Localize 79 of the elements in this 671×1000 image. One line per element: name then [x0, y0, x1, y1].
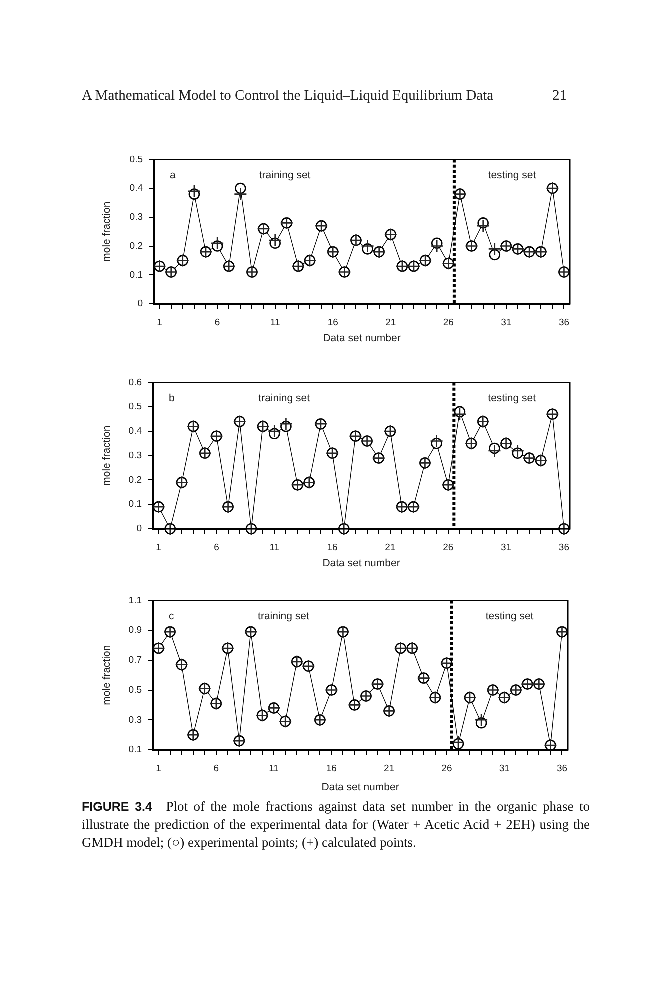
y-tick-label: 0.9 — [128, 625, 142, 636]
x-tick-label: 6 — [214, 317, 220, 328]
point — [430, 240, 444, 253]
x-tick-label: 16 — [328, 317, 338, 328]
x-tick-label: 31 — [501, 542, 512, 553]
y-tick-label: 0.2 — [130, 240, 143, 252]
x-tick-label: 11 — [270, 317, 280, 328]
y-axis-title: mole fraction — [101, 645, 114, 706]
x-tick-label: 1 — [157, 317, 162, 328]
annotation: training set — [258, 392, 310, 404]
y-tick-label: 0.7 — [128, 655, 142, 666]
point — [476, 219, 490, 233]
x-tick-label: 6 — [214, 542, 220, 553]
caption: FIGURE 3.4 — [82, 800, 152, 814]
y-tick-label: 0 — [136, 523, 142, 534]
x-tick-label: 11 — [270, 542, 280, 553]
annotation: training set — [259, 170, 311, 182]
y-axis-title: mole fraction — [101, 202, 114, 262]
y-tick-label: 0.1 — [128, 744, 142, 756]
y-tick-label: 0.3 — [128, 714, 142, 726]
y-axis-title: mole fraction — [101, 425, 114, 486]
point — [430, 434, 444, 448]
annotation: training set — [258, 610, 310, 623]
x-tick-label: 36 — [558, 317, 570, 328]
y-tick-label: 0.3 — [128, 450, 142, 461]
text: a — [170, 170, 176, 182]
point — [234, 188, 248, 201]
x-axis-title: Data set number — [323, 332, 402, 345]
x-tick-label: 21 — [386, 317, 396, 328]
y-tick-label: 1.1 — [128, 595, 142, 606]
x-tick-label: 31 — [499, 763, 510, 774]
x-axis-title: Data set number — [322, 557, 401, 570]
point — [474, 713, 488, 727]
text: 21 — [552, 88, 567, 105]
y-tick-label: 0.3 — [130, 212, 143, 224]
x-tick-label: 11 — [269, 763, 279, 774]
text: b — [169, 392, 175, 404]
y-tick-label: 0.1 — [130, 270, 143, 281]
point — [511, 444, 525, 458]
point — [452, 736, 466, 750]
annotation: testing set — [488, 392, 536, 404]
point — [453, 407, 467, 421]
x-tick-label: 26 — [443, 542, 454, 553]
x-tick-label: 1 — [156, 763, 162, 774]
y-tick-label: 0.4 — [128, 426, 142, 437]
x-tick-label: 26 — [443, 317, 454, 328]
x-tick-label: 16 — [326, 763, 337, 774]
annotation: testing set — [486, 610, 534, 623]
point — [210, 236, 224, 250]
x-tick-label: 21 — [384, 763, 395, 774]
x-tick-label: 16 — [327, 542, 338, 553]
point — [235, 182, 246, 194]
y-tick-label: 0 — [138, 298, 143, 310]
y-tick-label: 0.1 — [128, 498, 142, 510]
y-tick-label: 0.5 — [128, 401, 142, 412]
text: A Mathematical Model to Control the Liquid–Liquid Equilibrium Data — [82, 88, 494, 105]
x-tick-label: 36 — [556, 763, 568, 774]
y-tick-label: 0.6 — [128, 376, 142, 388]
annotation: testing set — [488, 170, 536, 182]
point — [488, 242, 502, 256]
y-tick-label: 0.5 — [130, 154, 143, 166]
x-tick-label: 1 — [156, 542, 162, 553]
point — [280, 417, 293, 430]
point — [488, 444, 502, 458]
x-tick-label: 36 — [558, 542, 570, 553]
x-tick-label: 6 — [214, 763, 220, 774]
x-tick-label: 26 — [442, 763, 452, 774]
y-tick-label: 0.4 — [130, 183, 143, 194]
point — [489, 249, 501, 261]
y-tick-label: 0.5 — [128, 684, 142, 696]
y-tick-label: 0.2 — [128, 474, 142, 486]
x-tick-label: 21 — [385, 542, 396, 553]
point — [188, 184, 202, 198]
x-axis-title: Data set number — [322, 782, 400, 794]
point — [268, 234, 282, 248]
point — [268, 424, 282, 438]
text: c — [169, 610, 174, 623]
x-tick-label: 31 — [501, 317, 512, 328]
point — [361, 240, 374, 253]
